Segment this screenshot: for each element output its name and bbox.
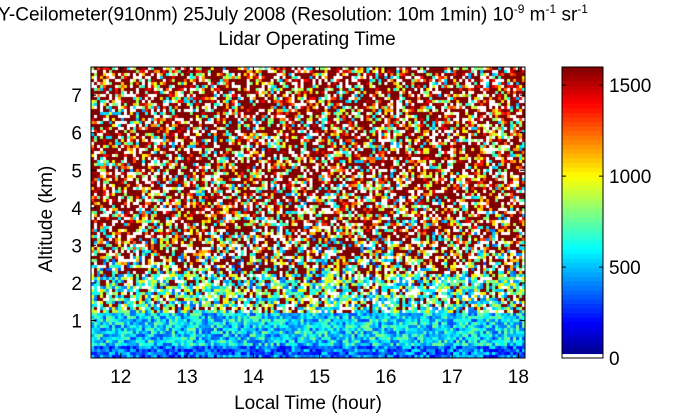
colorbar-segment [562, 257, 603, 264]
colorbar-segment [562, 330, 603, 336]
colorbar-segment [562, 248, 603, 255]
x-tick-label: 15 [309, 367, 330, 388]
colorbar-segment [562, 167, 603, 173]
y-tick-label: 3 [71, 236, 82, 257]
colorbar-segment [562, 230, 603, 236]
x-tick-label: 17 [442, 367, 463, 388]
colorbar-segment [562, 144, 603, 150]
colorbar-segment [562, 235, 603, 241]
colorbar-segment [562, 244, 603, 250]
colorbar-segment [562, 280, 603, 286]
y-tick-label: 1 [71, 311, 82, 332]
x-tick-label: 18 [508, 367, 529, 388]
heatmap-raster [91, 67, 525, 358]
y-tick-label: 5 [71, 161, 82, 182]
colorbar-segment [562, 226, 603, 232]
colorbar-segment [562, 76, 603, 82]
colorbar-segment [562, 103, 603, 109]
colorbar-segment [562, 121, 603, 127]
colorbar-segment [562, 80, 603, 86]
colorbar-tick-label: 500 [609, 258, 641, 279]
x-tick-label: 12 [110, 367, 131, 388]
colorbar-segment [562, 89, 603, 95]
colorbar-segment [562, 298, 603, 305]
colorbar-segment [562, 348, 603, 355]
colorbar-segment [562, 207, 603, 214]
colorbar-segment [562, 107, 603, 114]
colorbar-segment [562, 276, 603, 282]
colorbar-segment [562, 153, 603, 159]
colorbar-segment [562, 253, 603, 259]
colorbar-segment [562, 353, 603, 359]
colorbar-segment [562, 344, 603, 350]
colorbar-segment [562, 185, 603, 191]
colorbar-segment [562, 189, 603, 195]
colorbar-segment [562, 148, 603, 154]
colorbar-frame [561, 66, 604, 359]
y-tick-label: 4 [71, 199, 82, 220]
colorbar-segment [562, 289, 603, 295]
chart-title-line2: Lidar Operating Time [218, 29, 396, 50]
colorbar-segment [562, 162, 603, 168]
colorbar-segment [562, 321, 603, 327]
y-tick-label: 2 [71, 274, 82, 295]
x-tick-label: 16 [375, 367, 396, 388]
colorbar-segment [562, 194, 603, 200]
chart-title-line1: Y-Ceilometer(910nm) 25July 2008 (Resolut… [0, 2, 588, 26]
colorbar-segment [562, 335, 603, 341]
plot-frame [90, 66, 526, 359]
colorbar-segment [562, 85, 603, 91]
colorbar-segment [562, 126, 603, 132]
colorbar-segment [562, 294, 603, 300]
colorbar-segment [562, 303, 603, 309]
y-tick-label: 6 [71, 124, 82, 145]
colorbar-segment [562, 67, 603, 73]
colorbar-tick-label: 1000 [609, 167, 651, 188]
colorbar-segment [562, 71, 603, 77]
colorbar-segment [562, 217, 603, 223]
colorbar-segment [562, 139, 603, 145]
colorbar-segment [562, 135, 603, 141]
colorbar-segment [562, 285, 603, 291]
colorbar-segment [562, 239, 603, 245]
colorbar-segment [562, 112, 603, 118]
colorbar-segment [562, 221, 603, 227]
colorbar-segment [562, 198, 603, 205]
colorbar-segment [562, 339, 603, 345]
y-tick-label: 7 [71, 86, 82, 107]
x-tick-label: 13 [177, 367, 198, 388]
colorbar-tick-label: 1500 [609, 76, 651, 97]
x-tick-label: 14 [243, 367, 265, 388]
colorbar-segment [562, 98, 603, 104]
colorbar-segment [562, 171, 603, 177]
colorbar-segment [562, 157, 603, 164]
colorbar-segment [562, 117, 603, 123]
colorbar-segment [562, 203, 603, 209]
colorbar-segment [562, 262, 603, 268]
y-axis-label: Altitude (km) [36, 165, 57, 273]
x-axis-label: Local Time (hour) [234, 393, 382, 414]
colorbar-segment [562, 326, 603, 332]
colorbar-tick-label: 0 [609, 349, 620, 370]
colorbar-segment [562, 317, 603, 323]
colorbar-segment [562, 94, 603, 100]
colorbar-segment [562, 267, 603, 273]
colorbar-segment [562, 180, 603, 186]
colorbar-segment [562, 271, 603, 277]
colorbar-segment [562, 176, 603, 182]
colorbar-segment [562, 312, 603, 318]
colorbar-segment [562, 307, 603, 314]
colorbar-segment [562, 130, 603, 136]
colorbar-segment [562, 212, 603, 218]
